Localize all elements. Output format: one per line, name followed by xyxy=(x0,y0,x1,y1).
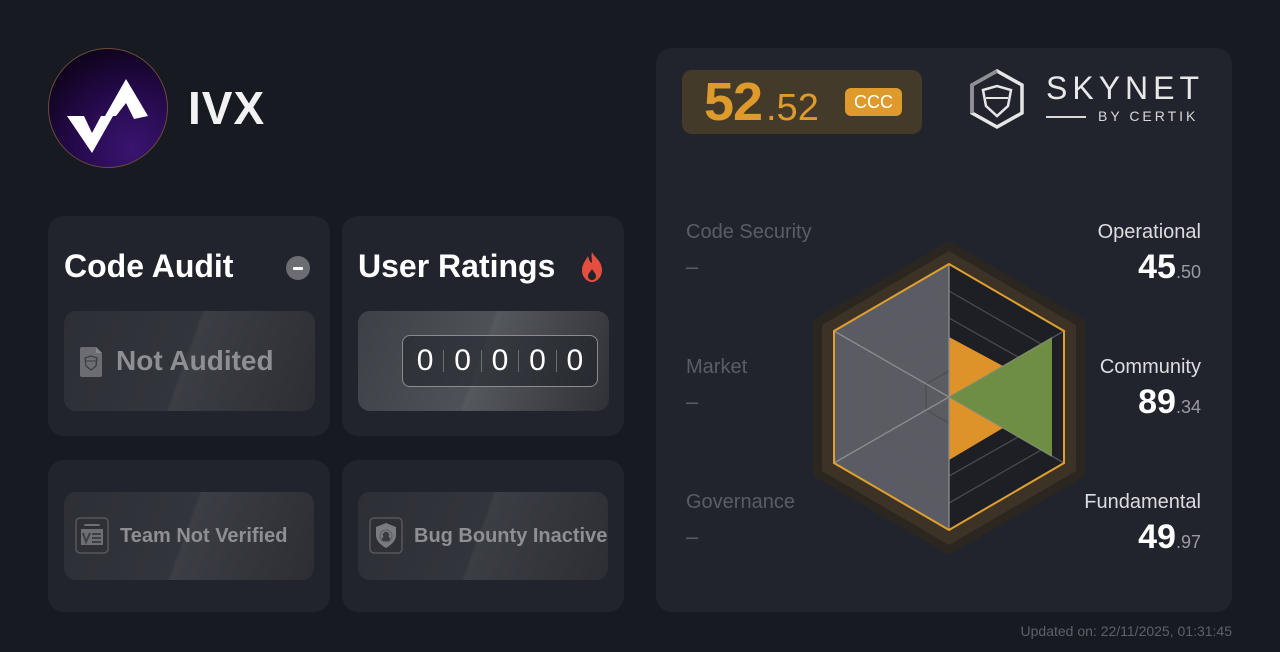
digit-divider xyxy=(518,350,520,372)
metric-governance-label: Governance xyxy=(686,491,795,513)
metric-code-security-label: Code Security xyxy=(686,221,812,243)
skynet-shield-icon xyxy=(970,68,1024,130)
score-decimal: .52 xyxy=(766,87,819,129)
rating-digit: 0 xyxy=(416,344,434,377)
metric-operational-value: 45.50 xyxy=(1138,248,1201,286)
team-card[interactable]: Team Not Verified xyxy=(48,460,330,612)
shield-bug-icon xyxy=(369,517,403,554)
brand-byline: BY CERTIK xyxy=(1098,108,1199,124)
ratings-counter: 0 0 0 0 0 xyxy=(402,335,598,387)
code-audit-title: Code Audit xyxy=(64,248,234,284)
digit-divider xyxy=(443,350,445,372)
ratings-panel: 0 0 0 0 0 xyxy=(358,311,609,411)
digit-divider xyxy=(555,350,557,372)
metric-fundamental-value: 49.97 xyxy=(1138,518,1201,556)
team-status-panel: Team Not Verified xyxy=(64,492,314,580)
metric-fundamental-label: Fundamental xyxy=(1084,491,1201,513)
audit-status-panel: Not Audited xyxy=(64,311,315,411)
metric-market-label: Market xyxy=(686,356,748,378)
metric-operational-label: Operational xyxy=(1097,221,1201,243)
id-card-icon xyxy=(75,517,109,554)
brand-divider xyxy=(1046,116,1086,118)
bug-bounty-status: Bug Bounty Inactive xyxy=(414,525,608,547)
security-score: 52 .52 CCC xyxy=(682,70,922,134)
rating-digit: 0 xyxy=(529,344,546,377)
ivx-logo-icon xyxy=(67,79,148,153)
metric-market-value: – xyxy=(686,389,699,414)
bug-bounty-card[interactable]: Bug Bounty Inactive xyxy=(342,460,624,612)
user-ratings-card[interactable]: User Ratings 0 0 0 0 0 xyxy=(342,216,624,436)
metric-community-label: Community xyxy=(1099,356,1201,378)
updated-timestamp: Updated on: 22/11/2025, 01:31:45 xyxy=(1020,623,1232,639)
grade-badge: CCC xyxy=(845,88,902,116)
audit-status: Not Audited xyxy=(116,345,274,376)
minus-circle-icon xyxy=(286,256,310,280)
user-ratings-title: User Ratings xyxy=(358,248,556,284)
rating-digit: 0 xyxy=(454,344,471,377)
metric-governance-value: – xyxy=(686,524,699,549)
digit-divider xyxy=(480,350,482,372)
score-integer: 52 xyxy=(704,72,763,132)
security-score-card: 52 .52 CCC SKYNET BY CERTIK xyxy=(656,48,1232,612)
team-status: Team Not Verified xyxy=(120,525,288,547)
audit-document-icon xyxy=(80,347,102,377)
brand-name: SKYNET xyxy=(1046,70,1205,106)
rating-digit: 0 xyxy=(491,344,509,377)
metric-code-security-value: – xyxy=(686,254,699,279)
fire-icon xyxy=(582,252,602,282)
code-audit-card[interactable]: Code Audit Not Audited xyxy=(48,216,330,436)
project-logo xyxy=(48,48,168,168)
project-name: IVX xyxy=(188,82,266,134)
metric-community-value: 89.34 xyxy=(1138,383,1201,421)
rating-digit: 0 xyxy=(566,344,584,377)
radar-chart xyxy=(813,241,1085,555)
bug-bounty-panel: Bug Bounty Inactive xyxy=(358,492,608,580)
